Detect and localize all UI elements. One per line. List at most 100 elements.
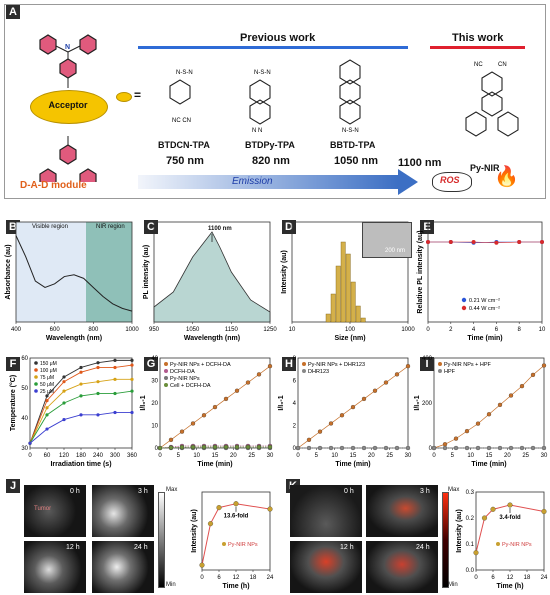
svg-text:CN: CN bbox=[498, 62, 507, 68]
g-y-tick-label: 10 bbox=[151, 424, 158, 430]
f-point bbox=[45, 399, 49, 403]
i-point bbox=[464, 445, 470, 451]
chart-e: 0 2 4 6 8 10 Time (min) Relative PL intensity (… bbox=[417, 221, 546, 342]
g-point bbox=[212, 404, 218, 410]
h-y-tick-label: 4 bbox=[293, 401, 297, 407]
j-x-tick-label: 6 bbox=[217, 575, 221, 581]
h-point bbox=[405, 445, 411, 451]
molecule-nm-1: 750 nm bbox=[166, 155, 204, 167]
chart-h: 0 5 10 15 20 25 30 0 2 4 6 8 Time (min) I/I₀-1 Py-NIR … bbox=[278, 356, 412, 468]
j-colorbar bbox=[158, 492, 165, 588]
d-x-tick-label: 1000 bbox=[401, 327, 415, 333]
molecule-nm-3: 1050 nm bbox=[334, 155, 379, 167]
j-image-3h bbox=[92, 485, 154, 537]
chart-i: 0 5 10 15 20 25 30 0 200 400 Time (min) I/I₀-1 Py-NI… bbox=[414, 356, 548, 468]
h-x-tick-label: 5 bbox=[315, 453, 319, 459]
i-point bbox=[519, 383, 525, 389]
chart-k: 0 6 12 18 24 0.0 0.1 0.2 0.3 Time (h) Intensity (a… bbox=[456, 490, 548, 590]
b-x-tick-label: 800 bbox=[88, 327, 99, 333]
panel-i-letter: I bbox=[420, 357, 434, 371]
g-x-tick-label: 30 bbox=[267, 453, 274, 459]
f-point bbox=[113, 391, 117, 396]
d-size-bar bbox=[360, 317, 366, 323]
chart-f: 0 60 120 180 240 300 360 30 40 50 60 Irradiation ti… bbox=[9, 356, 138, 468]
f-y-tick-label: 40 bbox=[21, 416, 28, 422]
h-x-tick-label: 30 bbox=[405, 453, 412, 459]
c-y-axis-label: PL intensity (au) bbox=[143, 245, 150, 299]
e-x-axis-label: Time (min) bbox=[467, 335, 502, 342]
svg-text:N: N bbox=[65, 44, 70, 51]
i-y-tick-label: 200 bbox=[422, 401, 433, 407]
i-y-axis-label: I/I₀-1 bbox=[414, 395, 421, 410]
panel-c-letter: C bbox=[144, 220, 158, 234]
d-size-bar bbox=[335, 265, 341, 323]
py-nir-name: Py-NIR bbox=[470, 163, 500, 173]
f-legend-label: 25 μM bbox=[40, 389, 54, 395]
g-point bbox=[201, 413, 207, 418]
ros-label: ROS bbox=[440, 175, 460, 185]
d-size-bar bbox=[340, 241, 346, 323]
f-legend-label: 100 μM bbox=[40, 368, 57, 374]
h-point bbox=[394, 372, 400, 377]
panel-g-letter: G bbox=[144, 357, 158, 371]
i-point bbox=[541, 445, 547, 451]
g-y-tick-label: 40 bbox=[151, 356, 158, 362]
h-point bbox=[328, 421, 334, 426]
e-x-tick-label: 8 bbox=[518, 327, 522, 333]
g-legend-marker bbox=[164, 376, 168, 380]
f-x-tick-label: 120 bbox=[59, 453, 70, 459]
j-x-tick-label: 12 bbox=[233, 575, 240, 581]
i-x-tick-label: 5 bbox=[451, 453, 455, 459]
h-point bbox=[317, 445, 323, 451]
f-point bbox=[28, 441, 32, 445]
h-x-tick-label: 25 bbox=[386, 453, 393, 459]
panel-d-letter: D bbox=[282, 220, 296, 234]
panel-a-letter: A bbox=[6, 5, 20, 19]
i-x-tick-label: 0 bbox=[432, 453, 436, 459]
c-x-tick-label: 1050 bbox=[186, 327, 200, 333]
e-legend-marker bbox=[461, 305, 467, 311]
phenyl-ring bbox=[39, 168, 57, 182]
i-point bbox=[453, 436, 459, 441]
g-x-tick-label: 0 bbox=[158, 453, 162, 459]
f-point bbox=[130, 389, 134, 393]
k-min-label: Min bbox=[448, 582, 458, 588]
c-x-tick-label: 1150 bbox=[225, 327, 239, 333]
e-x-tick-label: 6 bbox=[495, 327, 499, 333]
f-point bbox=[79, 382, 83, 386]
b-x-tick-label: 1000 bbox=[125, 327, 139, 333]
g-legend-label: Py-NIR NPs bbox=[170, 376, 200, 382]
e-point bbox=[426, 240, 430, 244]
h-y-tick-label: 0 bbox=[293, 446, 297, 452]
f-point bbox=[96, 380, 100, 384]
j-max-label: Max bbox=[166, 487, 178, 493]
j-point bbox=[199, 562, 205, 568]
g-legend-label: Cell + DCFH-DA bbox=[170, 383, 211, 389]
j-time-24h: 24 h bbox=[134, 544, 148, 551]
d-y-axis-label: Intensity (au) bbox=[281, 250, 288, 294]
i-legend-marker bbox=[438, 362, 442, 366]
j-x-tick-label: 18 bbox=[250, 575, 257, 581]
k-x-tick-label: 24 bbox=[541, 575, 548, 581]
b-x-tick-label: 600 bbox=[50, 327, 61, 333]
k-point bbox=[490, 506, 496, 512]
g-y-tick-label: 30 bbox=[151, 379, 158, 385]
phenyl-ring bbox=[79, 168, 97, 182]
panel-f-letter: F bbox=[6, 357, 20, 371]
this-work-bar bbox=[430, 46, 525, 49]
chart-d: 10 100 1000 Size (nm) Intensity (au) bbox=[281, 221, 415, 342]
c-peak-label: 1100 nm bbox=[208, 226, 232, 232]
panel-h-letter: H bbox=[282, 357, 296, 371]
k-time-0h: 0 h bbox=[344, 488, 354, 495]
g-point bbox=[234, 444, 240, 450]
h-y-tick-label: 2 bbox=[293, 424, 297, 430]
g-legend-label: Py-NIR NPs + DCFH-DA bbox=[170, 362, 231, 368]
emission-arrow bbox=[138, 175, 398, 189]
f-point bbox=[79, 365, 83, 370]
f-y-tick-label: 50 bbox=[21, 386, 28, 392]
phenyl-ring bbox=[39, 34, 57, 55]
d-size-bar bbox=[345, 253, 351, 323]
h-legend-label: Py-NIR NPs + DHR123 bbox=[308, 362, 365, 368]
g-point bbox=[168, 445, 174, 450]
d-x-tick-label: 10 bbox=[289, 327, 296, 333]
